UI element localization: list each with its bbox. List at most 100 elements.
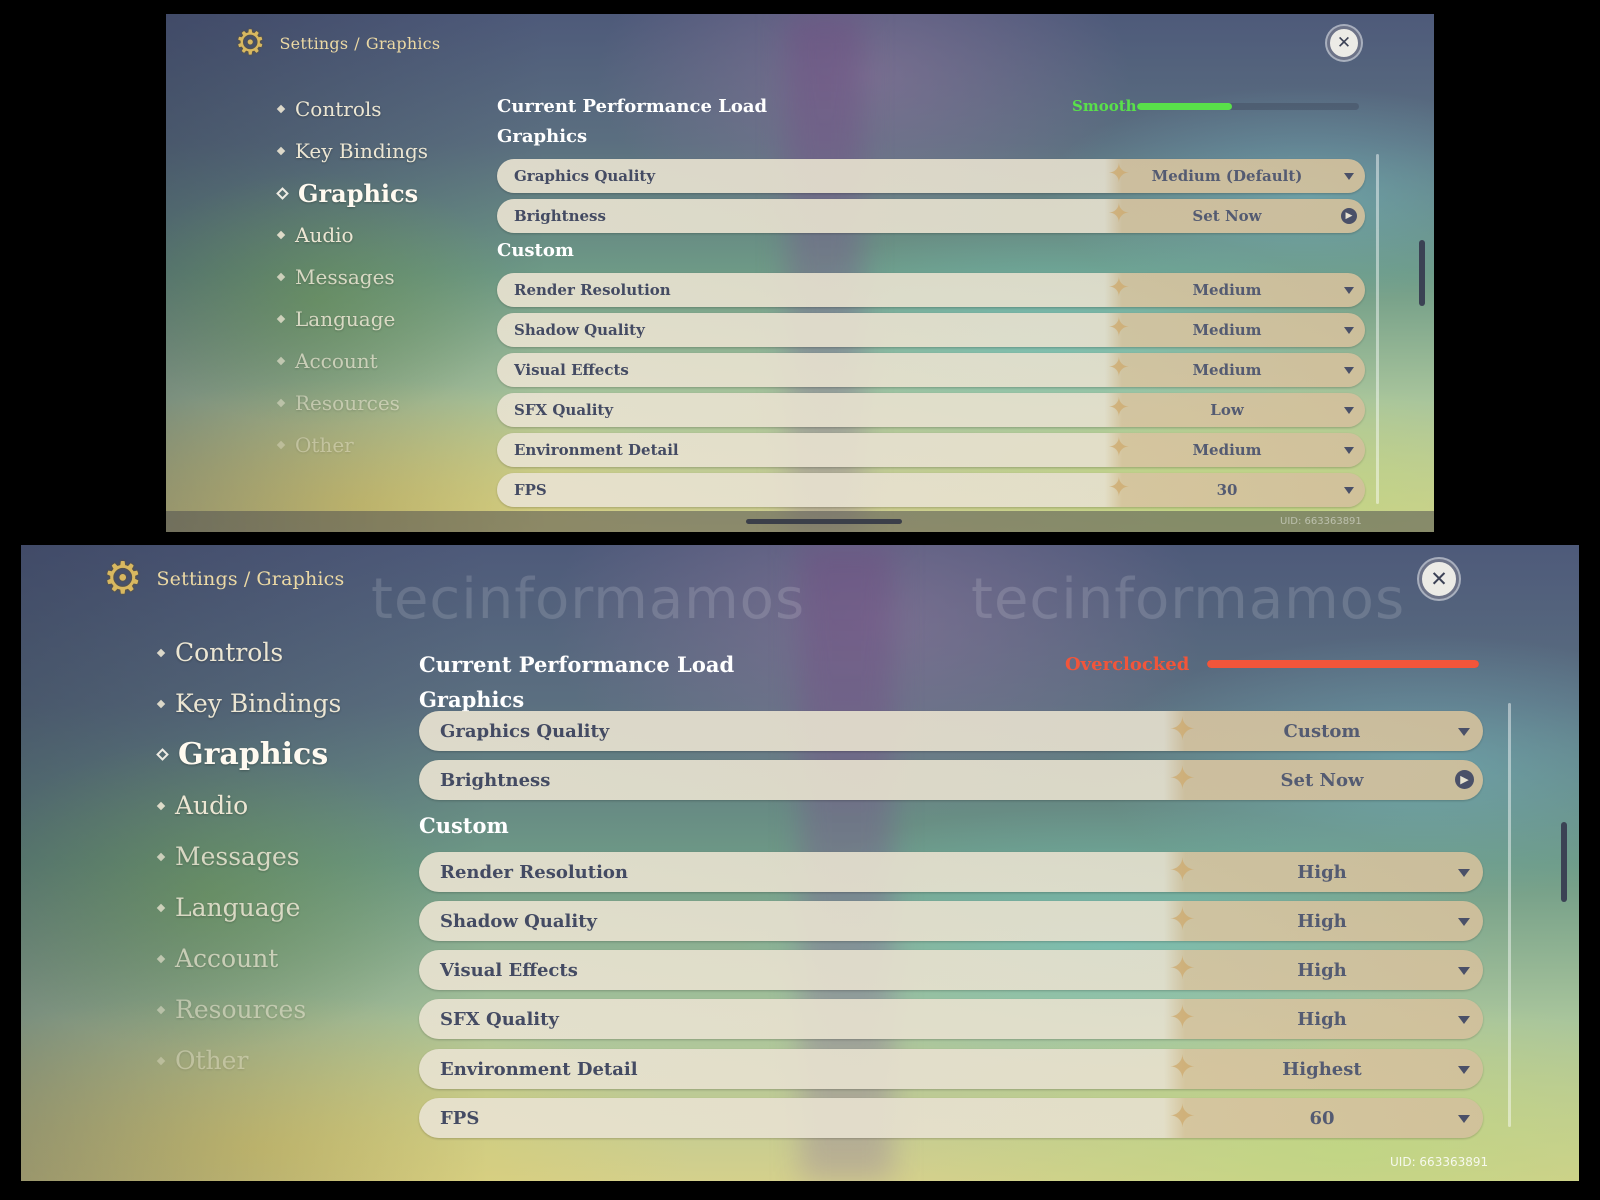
- arrow-right-circle-icon[interactable]: ▶: [1455, 770, 1474, 789]
- setting-row-fps[interactable]: FPS 30: [497, 473, 1365, 507]
- setting-value: Set Now: [1192, 207, 1262, 225]
- settings-panel-bottom: tecinformamos tecinformamos ⚙ Settings / G…: [21, 545, 1579, 1181]
- nav-item-label: Other: [295, 433, 354, 457]
- nav-item-other[interactable]: Other: [156, 1035, 341, 1086]
- scrollbar-track[interactable]: [1508, 703, 1511, 1127]
- performance-title: Current Performance Load: [497, 95, 768, 117]
- setting-row-shadow-quality[interactable]: Shadow Quality High: [419, 900, 1483, 941]
- header: ⚙ Settings / Graphics: [235, 26, 440, 60]
- nav-item-key-bindings[interactable]: Key Bindings: [276, 130, 428, 172]
- nav-item-label: Messages: [295, 265, 395, 289]
- scrollbar-thumb[interactable]: [1561, 822, 1567, 902]
- diamond-icon: [276, 186, 289, 200]
- close-button[interactable]: ✕: [1419, 559, 1459, 599]
- diamond-icon: [156, 1005, 166, 1014]
- chevron-down-icon[interactable]: [1458, 1066, 1470, 1074]
- nav-item-account[interactable]: Account: [156, 933, 341, 984]
- breadcrumb-root[interactable]: Settings: [279, 33, 349, 53]
- chevron-down-icon[interactable]: [1458, 1115, 1470, 1123]
- performance-bar: [1207, 660, 1479, 668]
- setting-value: Medium: [1192, 441, 1262, 459]
- diamond-icon: [156, 903, 166, 912]
- setting-value: High: [1297, 861, 1347, 883]
- setting-row-brightness[interactable]: Brightness Set Now ▶: [419, 759, 1483, 800]
- setting-value: Medium (Default): [1151, 167, 1303, 185]
- nav-item-graphics[interactable]: Graphics: [156, 729, 341, 780]
- setting-row-render-resolution[interactable]: Render Resolution High: [419, 851, 1483, 892]
- breadcrumb-root[interactable]: Settings: [156, 568, 238, 590]
- nav-item-label: Key Bindings: [175, 689, 342, 718]
- setting-value: Medium: [1192, 361, 1262, 379]
- gear-icon: ⚙: [235, 23, 266, 63]
- nav-item-resources[interactable]: Resources: [156, 984, 341, 1035]
- performance-title: Current Performance Load: [419, 651, 735, 677]
- nav-item-account[interactable]: Account: [276, 340, 428, 382]
- nav-item-messages[interactable]: Messages: [156, 831, 341, 882]
- setting-value: Highest: [1282, 1058, 1362, 1080]
- setting-row-fps[interactable]: FPS 60: [419, 1097, 1483, 1138]
- chevron-down-icon[interactable]: [1458, 869, 1470, 877]
- nav-item-graphics[interactable]: Graphics: [276, 172, 428, 214]
- chevron-down-icon[interactable]: [1458, 918, 1470, 926]
- performance-bar: [1137, 103, 1359, 110]
- setting-row-render-resolution[interactable]: Render Resolution Medium: [497, 273, 1365, 307]
- setting-row-graphics-quality[interactable]: Graphics Quality Medium (Default): [497, 159, 1365, 193]
- nav-item-language[interactable]: Language: [156, 882, 341, 933]
- chevron-down-icon[interactable]: [1458, 967, 1470, 975]
- chevron-down-icon[interactable]: [1458, 1016, 1470, 1024]
- nav-item-label: Account: [295, 349, 378, 373]
- nav-item-label: Audio: [295, 223, 354, 247]
- nav-item-key-bindings[interactable]: Key Bindings: [156, 678, 342, 729]
- setting-row-environment-detail[interactable]: Environment Detail Medium: [497, 433, 1365, 467]
- setting-row-brightness[interactable]: Brightness Set Now ▶: [497, 199, 1365, 233]
- nav-item-resources[interactable]: Resources: [276, 382, 428, 424]
- nav-item-language[interactable]: Language: [276, 298, 428, 340]
- chevron-down-icon[interactable]: [1344, 447, 1354, 454]
- setting-label: SFX Quality: [440, 1008, 559, 1030]
- setting-row-sfx-quality[interactable]: SFX Quality High: [419, 998, 1483, 1039]
- nav-item-label: Graphics: [298, 178, 419, 208]
- diamond-icon: [156, 954, 166, 963]
- home-indicator[interactable]: [746, 519, 902, 524]
- setting-row-graphics-quality[interactable]: Graphics Quality Custom: [419, 710, 1483, 751]
- nav-item-controls[interactable]: Controls: [156, 627, 341, 678]
- setting-value: Medium: [1192, 321, 1262, 339]
- chevron-down-icon[interactable]: [1344, 173, 1354, 180]
- chevron-down-icon[interactable]: [1344, 287, 1354, 294]
- nav-item-label: Language: [175, 893, 301, 922]
- nav-item-audio[interactable]: Audio: [156, 780, 341, 831]
- nav-item-messages[interactable]: Messages: [276, 256, 428, 298]
- performance-status: Overclocked: [1065, 653, 1190, 675]
- close-button[interactable]: ✕: [1327, 26, 1361, 60]
- nav-item-label: Messages: [175, 842, 300, 871]
- watermark: tecinformamos: [971, 567, 1406, 632]
- setting-label: Visual Effects: [440, 959, 578, 981]
- setting-row-shadow-quality[interactable]: Shadow Quality Medium: [497, 313, 1365, 347]
- nav-item-label: Graphics: [178, 737, 329, 772]
- setting-label: Brightness: [440, 769, 551, 791]
- setting-label: Environment Detail: [514, 441, 679, 459]
- performance-bar-fill: [1207, 660, 1479, 668]
- chevron-down-icon[interactable]: [1344, 327, 1354, 334]
- performance-load: Current Performance Load Smooth: [497, 92, 1365, 120]
- chevron-down-icon[interactable]: [1344, 367, 1354, 374]
- section-title-graphics: Graphics: [419, 687, 525, 712]
- chevron-down-icon[interactable]: [1458, 728, 1470, 736]
- setting-label: SFX Quality: [514, 401, 614, 419]
- nav-item-controls[interactable]: Controls: [276, 88, 428, 130]
- nav-item-audio[interactable]: Audio: [276, 214, 428, 256]
- setting-value: Medium: [1192, 281, 1262, 299]
- nav-item-other[interactable]: Other: [276, 424, 428, 466]
- setting-row-visual-effects[interactable]: Visual Effects Medium: [497, 353, 1365, 387]
- setting-row-visual-effects[interactable]: Visual Effects High: [419, 949, 1483, 990]
- setting-row-sfx-quality[interactable]: SFX Quality Low: [497, 393, 1365, 427]
- nav-item-label: Other: [175, 1046, 249, 1075]
- setting-row-environment-detail[interactable]: Environment Detail Highest: [419, 1048, 1483, 1089]
- setting-label: Brightness: [514, 207, 606, 225]
- chevron-down-icon[interactable]: [1344, 407, 1354, 414]
- scrollbar-track[interactable]: [1376, 154, 1379, 504]
- arrow-right-circle-icon[interactable]: ▶: [1341, 208, 1357, 224]
- close-icon: ✕: [1430, 567, 1448, 591]
- chevron-down-icon[interactable]: [1344, 487, 1354, 494]
- scrollbar-thumb[interactable]: [1419, 240, 1425, 306]
